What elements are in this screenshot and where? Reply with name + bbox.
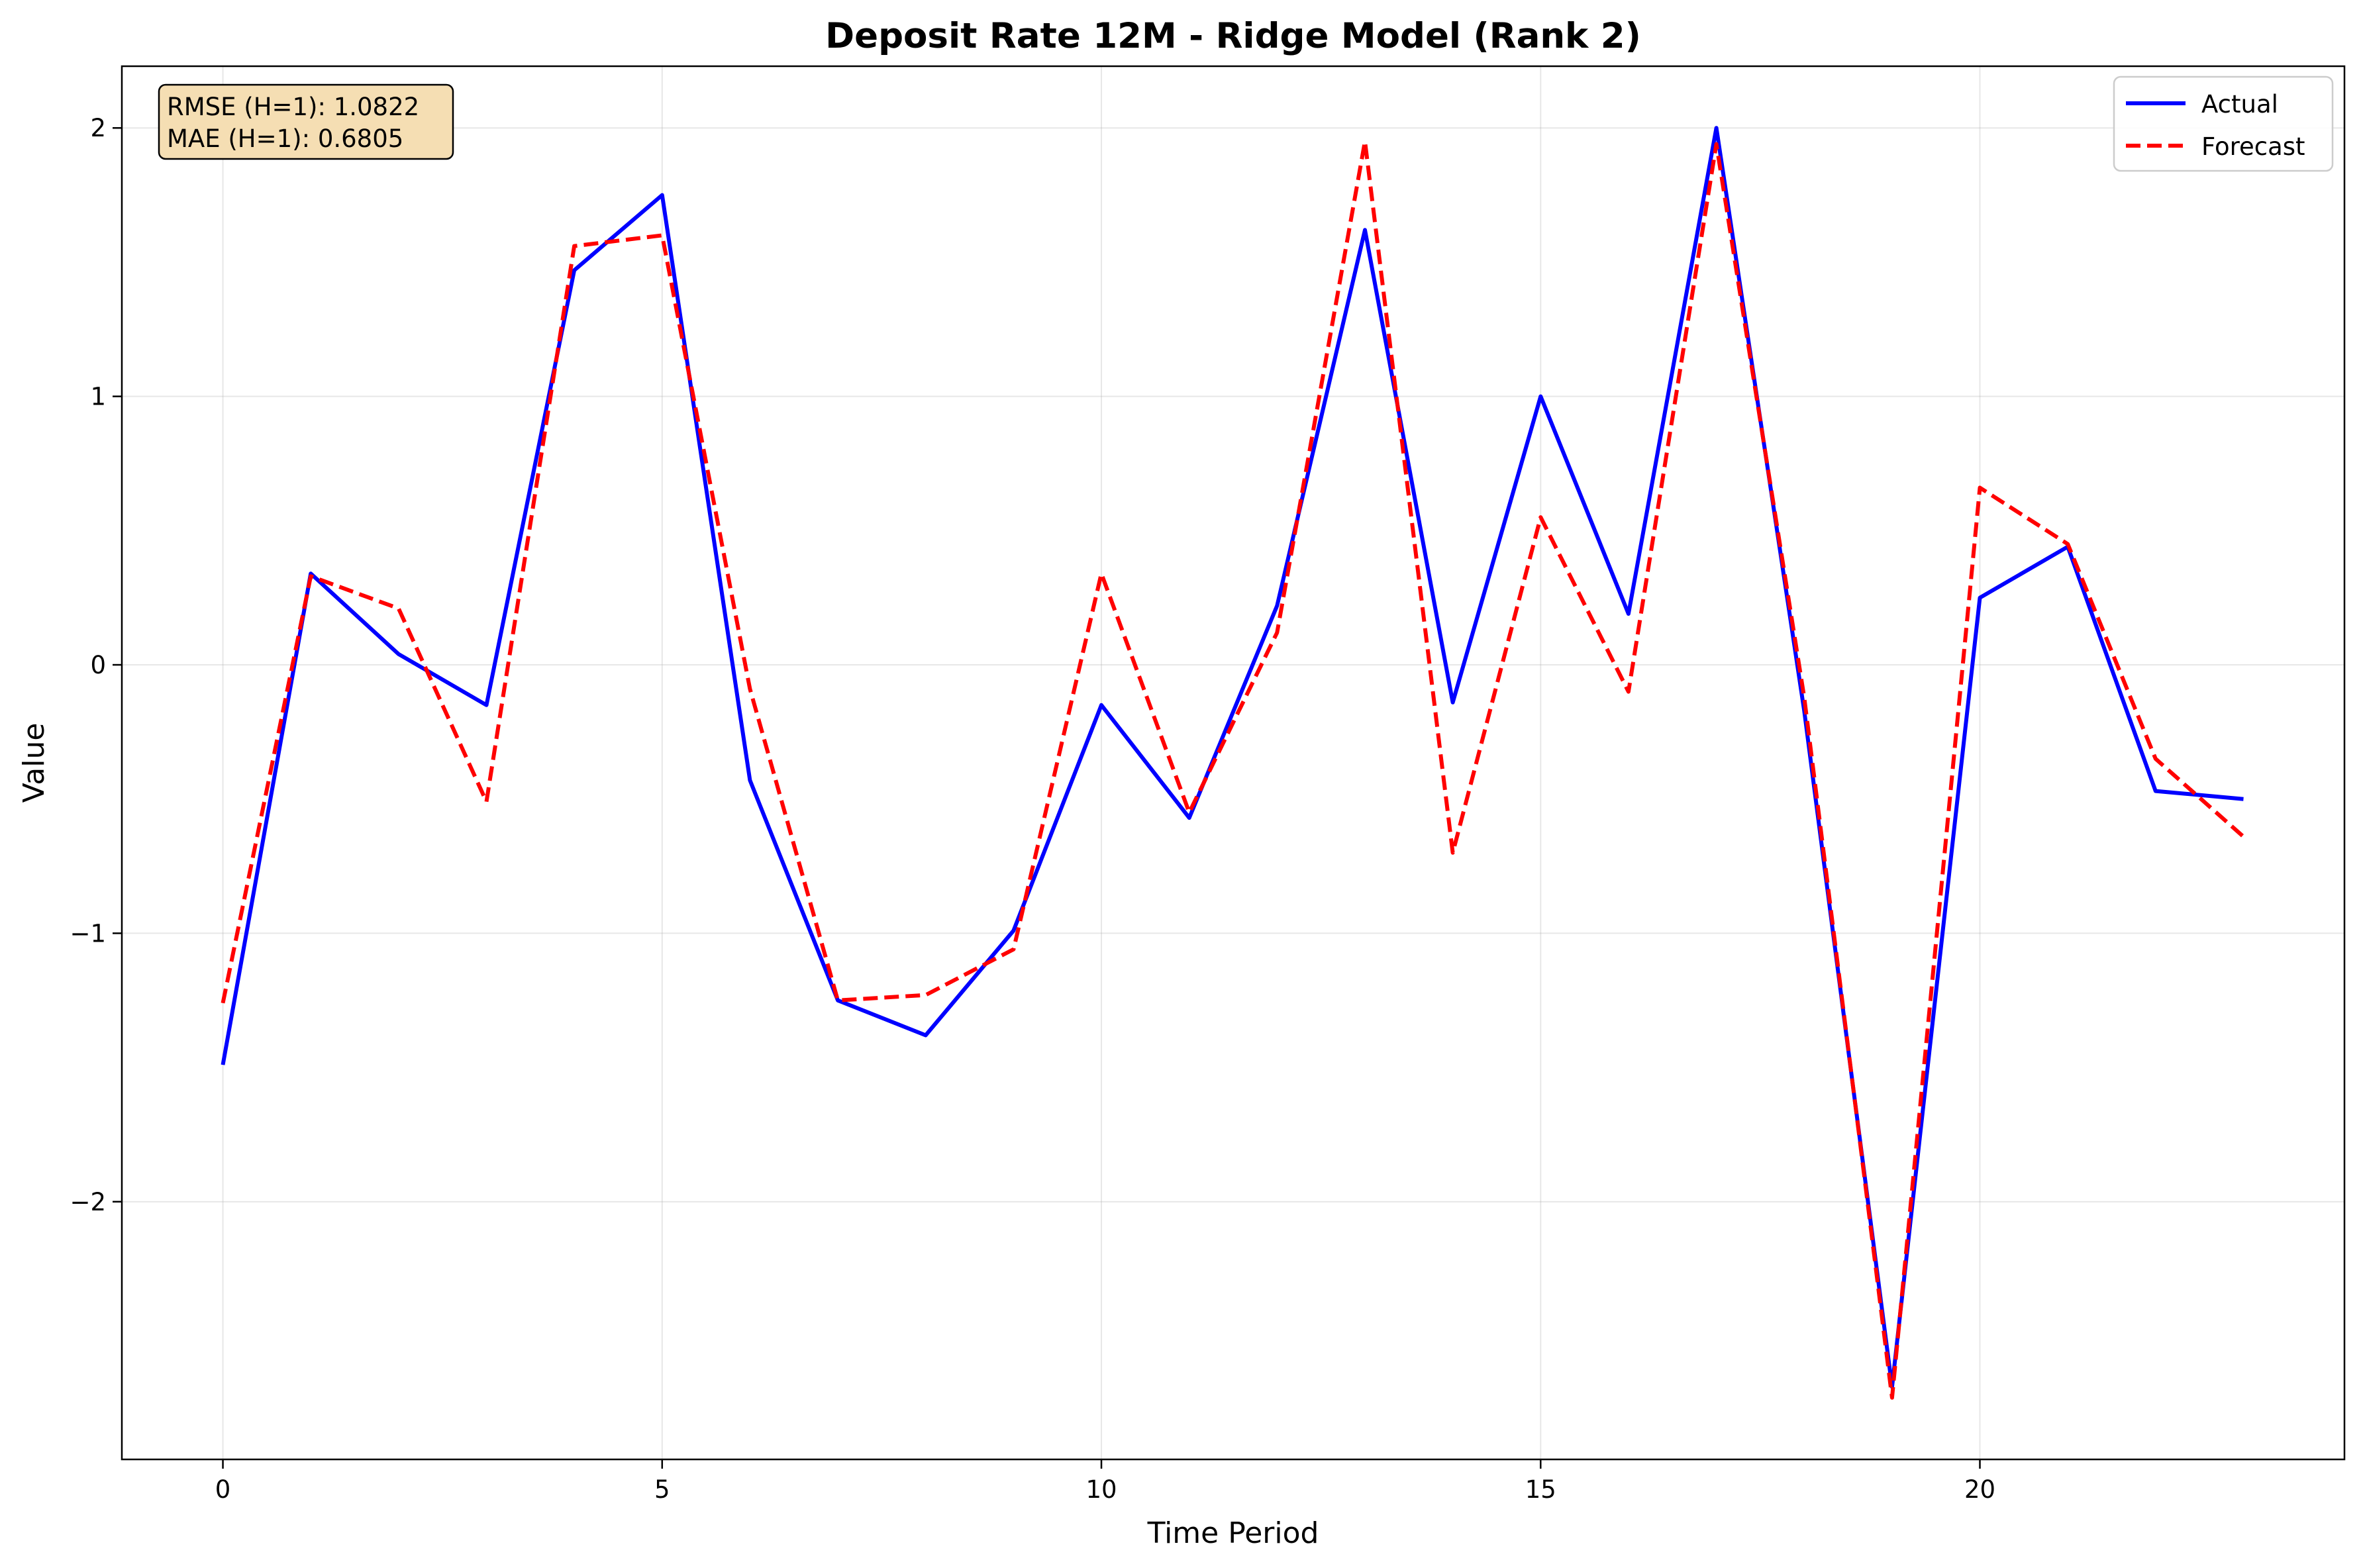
x-tick-label: 10 xyxy=(1085,1475,1117,1504)
series-lines xyxy=(221,126,2245,1400)
legend: Actual Forecast xyxy=(2113,75,2334,172)
metrics-annotation-box: RMSE (H=1): 1.0822 MAE (H=1): 0.6805 xyxy=(158,83,454,160)
series-line-actual xyxy=(221,126,2244,1389)
rmse-text: RMSE (H=1): 1.0822 xyxy=(167,93,419,121)
y-axis-label: Value xyxy=(17,723,51,803)
metrics-box-background xyxy=(158,83,454,160)
grid xyxy=(122,66,2344,1459)
series-line-forecast xyxy=(221,139,2245,1400)
mae-text: MAE (H=1): 0.6805 xyxy=(167,124,403,153)
x-tick-label: 15 xyxy=(1525,1475,1556,1504)
plot-area-frame xyxy=(121,65,2346,1461)
axis-ticks: 0 5 10 15 20 −2 −1 0 1 2 xyxy=(70,114,1995,1504)
y-tick-label: −1 xyxy=(70,919,106,948)
x-tick-label: 0 xyxy=(215,1475,231,1504)
y-tick-label: −2 xyxy=(70,1188,106,1216)
y-tick-label: 2 xyxy=(90,114,106,142)
x-tick-label: 5 xyxy=(654,1475,670,1504)
chart-title: Deposit Rate 12M - Ridge Model (Rank 2) xyxy=(825,16,1641,56)
x-tick-label: 20 xyxy=(1964,1475,1995,1504)
legend-forecast-label: Forecast xyxy=(2201,132,2305,161)
legend-actual-label: Actual xyxy=(2201,90,2278,119)
y-tick-label: 1 xyxy=(90,383,106,411)
y-tick-label: 0 xyxy=(90,651,106,679)
x-axis-label: Time Period xyxy=(1147,1516,1319,1550)
